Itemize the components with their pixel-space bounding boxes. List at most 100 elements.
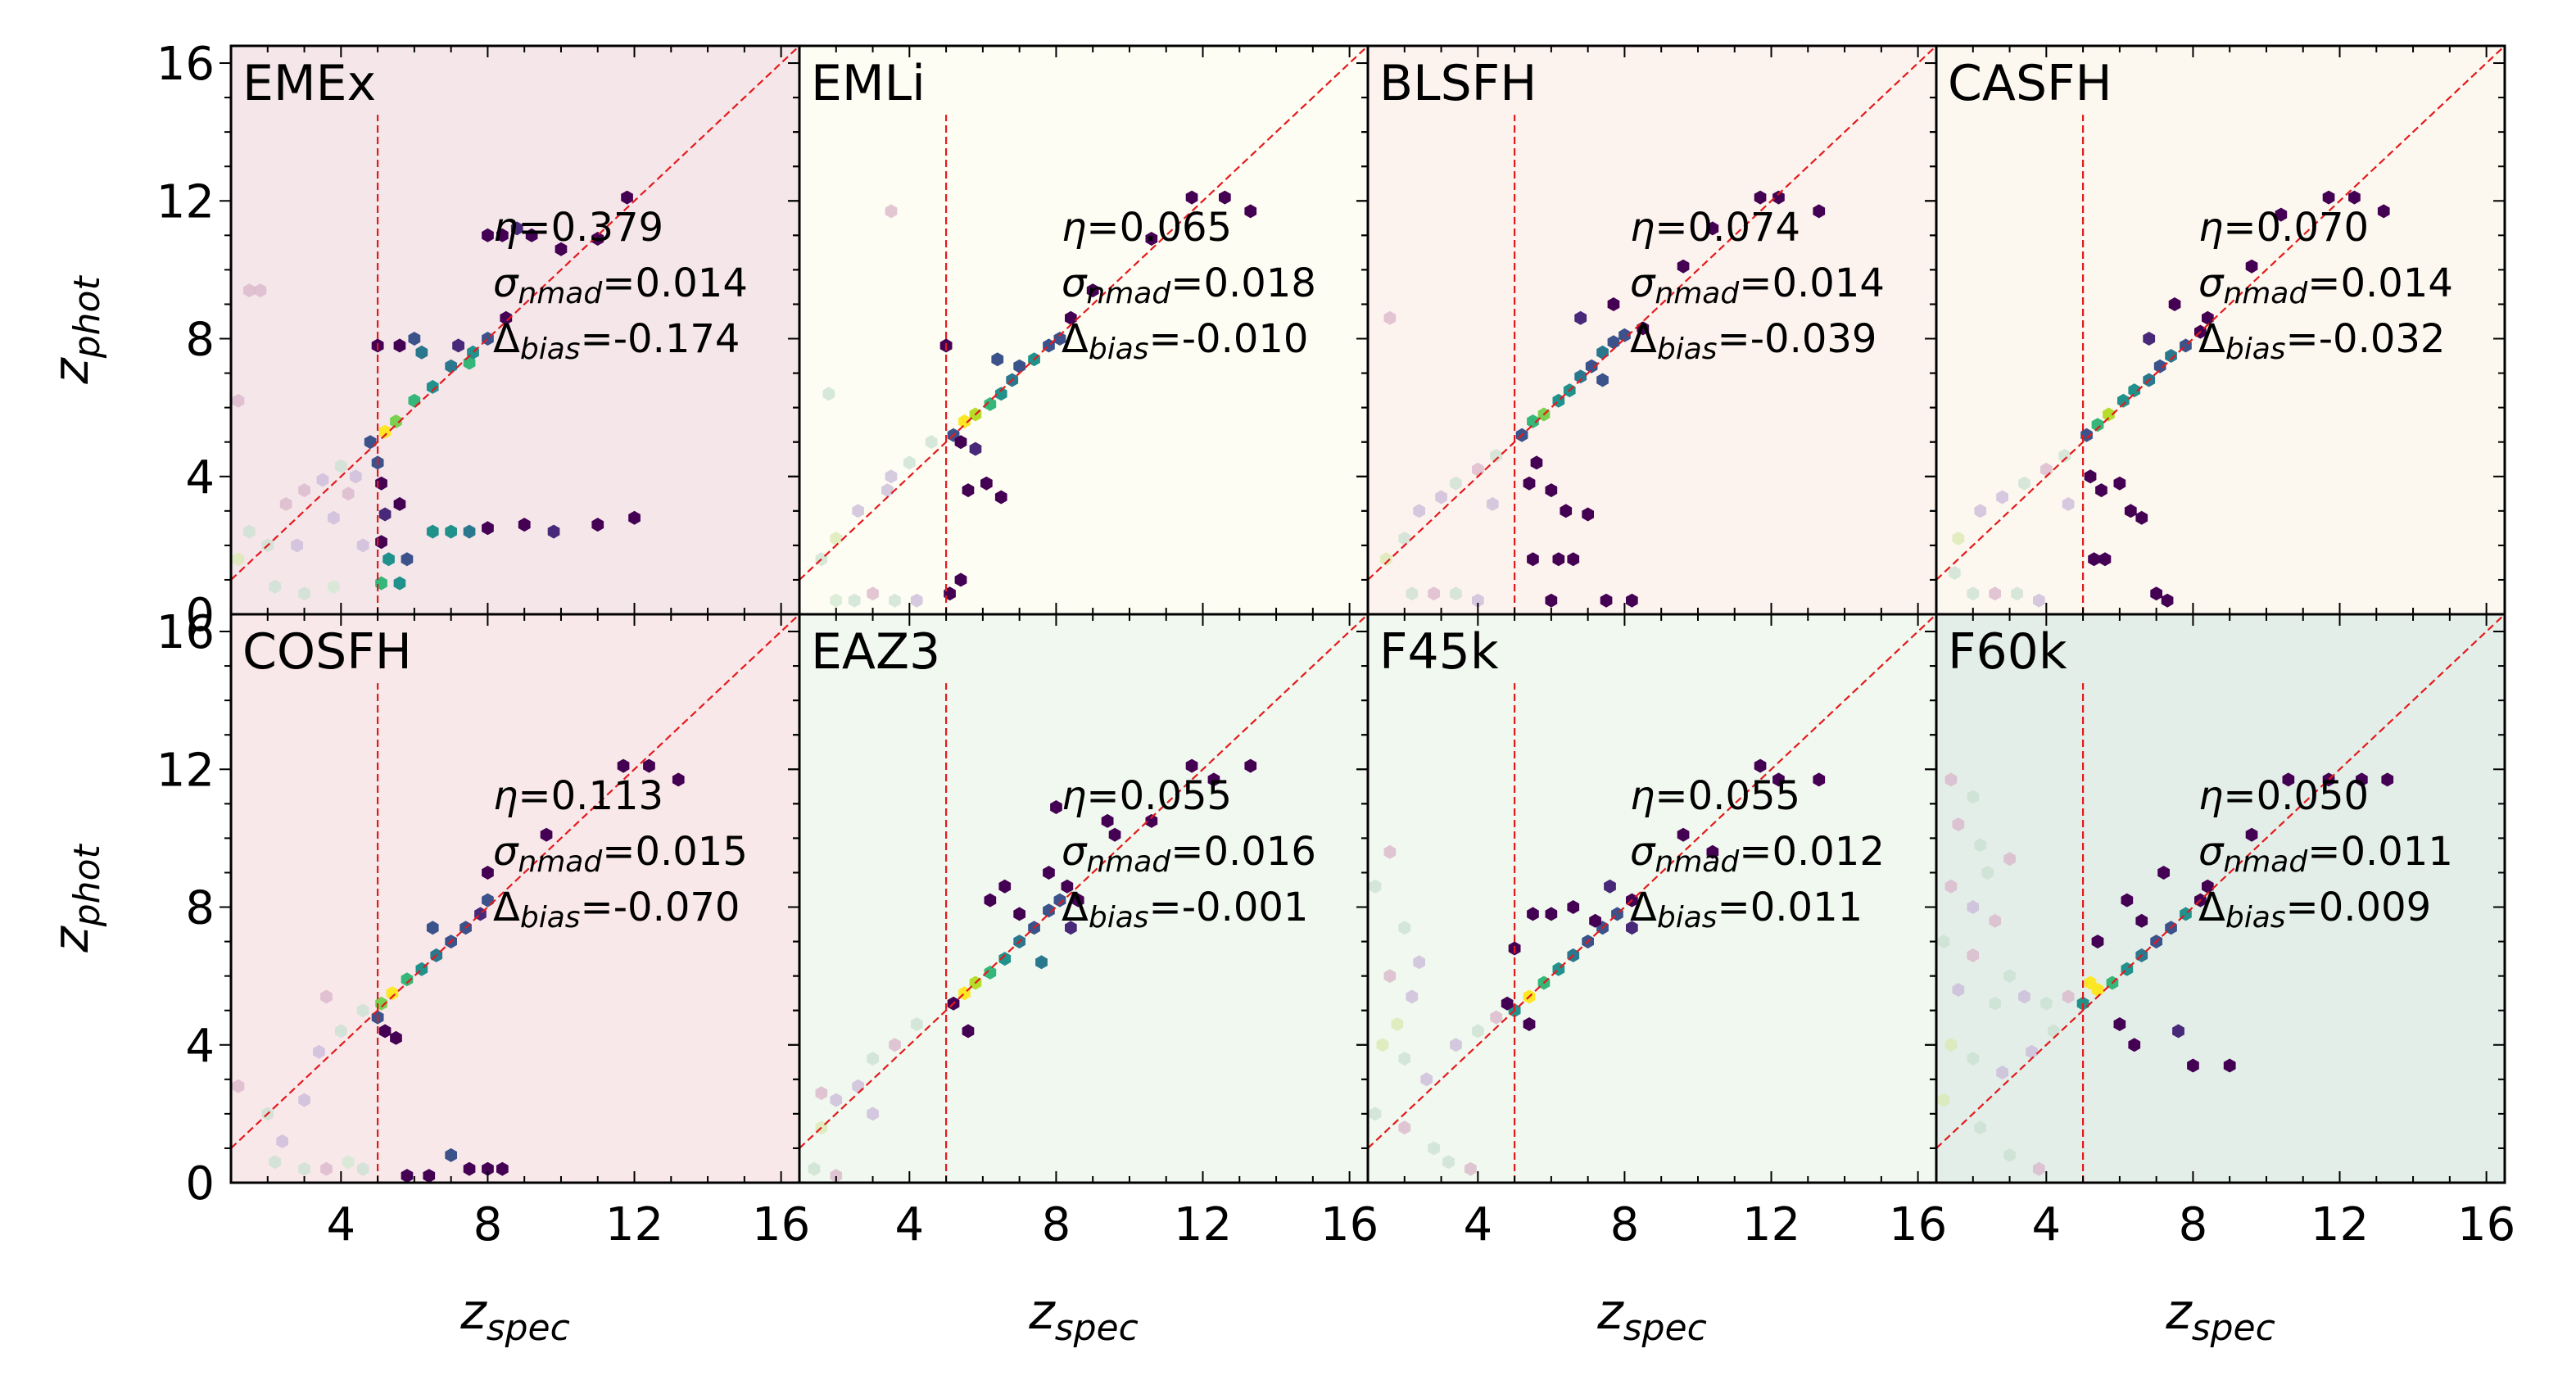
hexbin [980,476,993,491]
hexbin [2113,476,2126,491]
eta-equals: = [518,773,550,819]
faded-hexbin [1398,1120,1411,1135]
delta-subscript: bias [1657,333,1718,366]
hexbin [2143,332,2156,346]
faded-hexbin [1383,844,1397,859]
delta-equals: = [1149,885,1182,930]
hexbin [2098,552,2112,567]
faded-hexbin [2003,852,2016,867]
hexbin [984,396,997,411]
hexbin [1244,758,1257,773]
sigma-value: 0.014 [1772,260,1884,306]
faded-hexbin [298,483,310,498]
hexbin [1552,552,1565,567]
hexbin [628,510,641,525]
stat-eta: η=0.379 [493,205,663,251]
stat-delta-bias: Δbias=-0.174 [493,316,740,366]
hexbin [393,576,406,591]
y-tick-label: 12 [156,744,215,797]
hexbin [958,414,971,428]
hexbin [1567,552,1580,567]
faded-hexbin [1450,1038,1462,1052]
hexbin [2322,190,2335,205]
hexbin [426,379,439,394]
faded-hexbin [867,586,879,601]
hexbin [2113,1017,2126,1031]
hexbin [2348,190,2361,205]
hexbin [2153,359,2166,373]
hexbin [2095,483,2107,498]
faded-hexbin [269,579,282,594]
delta-value: -0.039 [1750,316,1877,362]
hexbin [984,893,997,907]
sigma-equals: = [1170,829,1203,875]
faded-hexbin [298,1161,310,1176]
one-to-one-line [799,614,1368,1149]
hexbin [962,483,975,498]
hexbin [547,524,560,539]
hexbin [1545,907,1558,921]
faded-hexbin [2033,1161,2045,1176]
faded-hexbin [2062,496,2075,511]
faded-hexbin [1952,817,1965,832]
hexbin [1574,310,1587,325]
hexbin [1626,593,1638,608]
y-tick-label: 8 [185,882,215,935]
stat-delta-bias: Δbias=0.011 [1630,885,1863,935]
hexbin [1035,955,1048,970]
panel-background [1936,614,2505,1183]
stat-eta: η=0.070 [2198,205,2369,251]
hexbin [1772,772,1785,787]
faded-hexbin [1944,879,1958,894]
hexbin [1567,900,1580,914]
hexbin [540,827,553,842]
stat-eta: η=0.055 [1630,773,1800,819]
x-axis-label-main: z [1596,1283,1624,1341]
faded-hexbin [910,593,923,608]
faded-hexbin [1944,1038,1958,1052]
sigma-value: 0.012 [1772,829,1884,875]
faded-hexbin [1369,879,1382,894]
panel-label: EMEx [242,55,376,112]
hexbin [1706,221,1719,236]
faded-hexbin [291,538,303,553]
hexbin [617,758,630,773]
sigma-equals: = [1170,260,1203,306]
faded-hexbin [1383,969,1397,984]
hexbin [482,866,494,880]
faded-hexbin [1428,586,1440,601]
y-tick-label: 0 [185,589,215,642]
faded-hexbin [1428,1141,1440,1156]
hexbin [445,359,457,373]
hexbin [591,232,604,246]
hexbin [1013,907,1025,921]
y-axis-label: zphot [43,275,108,385]
delta-equals: = [1718,316,1750,362]
delta-subscript: bias [2225,901,2286,935]
x-tick-label: 12 [1742,1198,1800,1251]
hexbin [1545,593,1558,608]
faded-hexbin [1420,1072,1433,1087]
faded-hexbin [320,989,333,1004]
hexbin [621,190,633,205]
hexbin [1145,232,1158,246]
stat-eta: η=0.065 [1062,205,1232,251]
hexbin [2121,893,2134,907]
hexbin [2084,469,2097,484]
stat-delta-bias: Δbias=-0.032 [2198,316,2445,366]
hexbin [2282,772,2295,787]
hexbin [415,345,428,360]
x-axis-label-main: z [2165,1283,2193,1341]
hexbin [378,507,392,522]
faded-hexbin [298,586,310,601]
x-tick-label: 8 [473,1198,503,1251]
faded-hexbin [2033,593,2045,608]
hexbin [1086,283,1099,298]
faded-hexbin [342,487,355,501]
delta-equals: = [1718,885,1750,930]
y-tick-label: 8 [185,314,215,367]
stat-sigma-nmad: σnmad=0.014 [1630,260,1885,310]
x-tick-label: 12 [1174,1198,1232,1251]
faded-hexbin [254,283,267,298]
